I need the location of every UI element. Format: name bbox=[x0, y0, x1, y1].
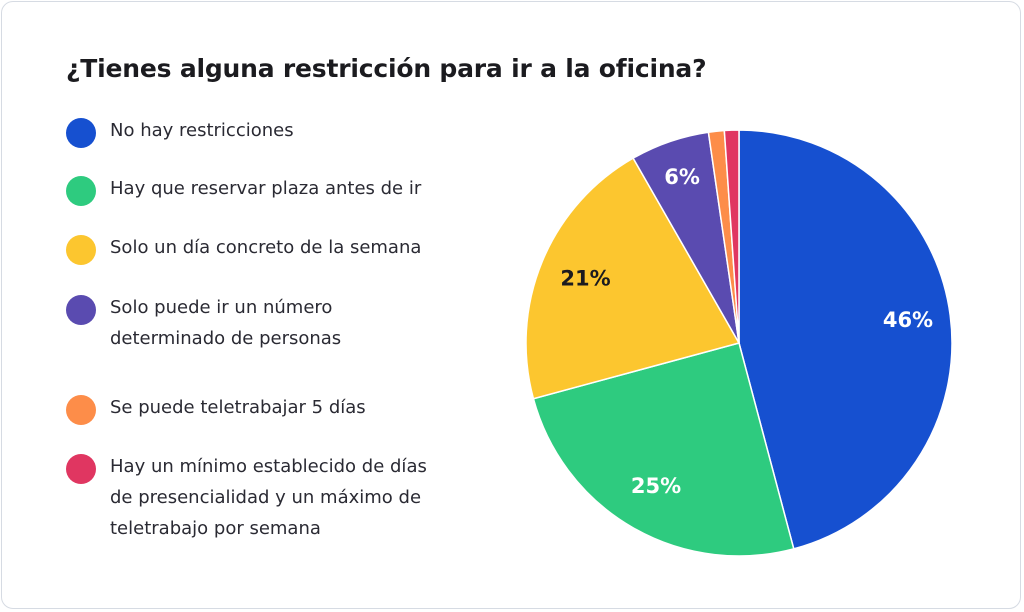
pie-label-3: 6% bbox=[664, 165, 700, 189]
pie-label-1: 25% bbox=[631, 474, 681, 498]
pie-label-0: 46% bbox=[883, 308, 933, 332]
pie-label-2: 21% bbox=[560, 266, 610, 290]
pie-chart: 46% 25% 21% 6% bbox=[2, 2, 1022, 610]
chart-card: ¿Tienes alguna restricción para ir a la … bbox=[1, 1, 1021, 609]
